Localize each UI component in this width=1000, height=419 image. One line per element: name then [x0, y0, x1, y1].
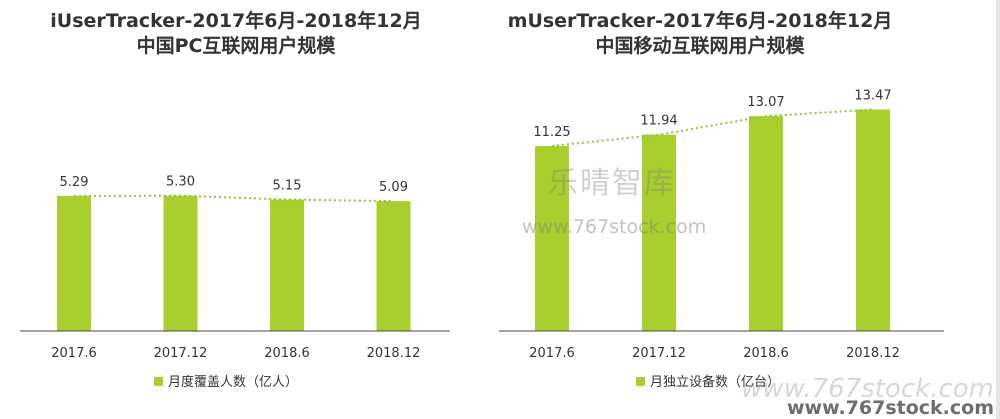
data-label: 5.30 — [166, 175, 195, 190]
bar — [270, 199, 304, 331]
x-tick-label: 2017.6 — [529, 346, 575, 361]
legend-swatch — [636, 377, 645, 386]
trend-line — [551, 108, 874, 148]
trend-line — [73, 194, 394, 203]
data-label: 13.47 — [854, 89, 891, 104]
data-label: 5.29 — [60, 175, 89, 190]
chart-subtitle: 中国PC互联网用户规模 — [137, 34, 337, 57]
x-tick-label: 2018.6 — [743, 346, 789, 361]
data-label: 5.15 — [273, 179, 302, 194]
data-label: 5.09 — [379, 180, 408, 195]
bar — [163, 195, 198, 331]
bar — [749, 116, 783, 331]
chart-subtitle: 中国移动互联网用户规模 — [595, 34, 805, 57]
data-label: 11.94 — [640, 114, 677, 129]
chart-title: iUserTracker-2017年6月-2018年12月 — [50, 9, 421, 32]
x-tick-label: 2017.12 — [632, 346, 686, 361]
chart-title: mUserTracker-2017年6月-2018年12月 — [508, 9, 893, 32]
watermark-center: 乐晴智库 www.767stock.com — [522, 158, 706, 238]
bar — [535, 146, 569, 331]
watermark-title: 乐晴智库 — [548, 166, 676, 201]
x-tick-label: 2018.6 — [264, 346, 310, 361]
x-tick-label: 2017.6 — [51, 346, 97, 361]
pc-users-chart: iUserTracker-2017年6月-2018年12月中国PC互联网用户规模… — [20, 9, 450, 390]
watermark-bottom: www.767stock.com www.767stock.com — [741, 376, 994, 418]
bar — [856, 109, 890, 331]
x-tick-label: 2018.12 — [846, 346, 900, 361]
bar — [376, 201, 411, 331]
legend-label: 月独立设备数（亿台） — [650, 374, 780, 390]
watermark-bottom-faded: www.767stock.com — [741, 374, 994, 404]
bar — [57, 195, 91, 331]
watermark-bottom-bold: www.767stock.com — [787, 397, 994, 419]
x-tick-label: 2017.12 — [154, 346, 208, 361]
bar — [642, 134, 676, 331]
mobile-users-chart: mUserTracker-2017年6月-2018年12月中国移动互联网用户规模… — [499, 9, 944, 390]
legend-swatch — [154, 377, 163, 386]
data-label: 13.07 — [747, 95, 784, 110]
x-tick-label: 2018.12 — [367, 346, 421, 361]
page-edge — [996, 0, 1000, 419]
watermark-url: www.767stock.com — [522, 216, 707, 238]
legend-label: 月度覆盖人数（亿人） — [168, 374, 298, 390]
data-label: 11.25 — [533, 125, 570, 140]
